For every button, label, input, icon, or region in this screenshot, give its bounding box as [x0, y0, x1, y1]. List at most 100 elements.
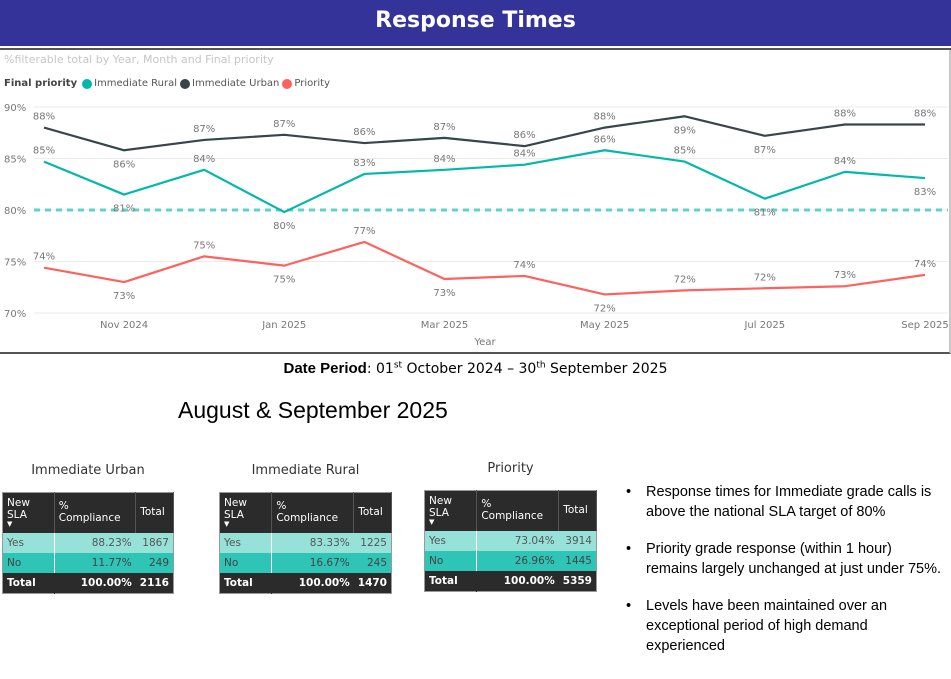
column-header-total[interactable]: Total: [353, 492, 392, 533]
series-layer: [43, 115, 926, 296]
data-label: 74%: [914, 259, 936, 270]
y-tick-label: 85%: [4, 155, 26, 166]
data-label: 89%: [674, 125, 696, 136]
data-label: 83%: [353, 158, 375, 169]
table-row: No 11.77% 249: [2, 553, 174, 573]
sort-down-icon[interactable]: ▼: [224, 520, 230, 528]
cell-total: 2116: [135, 573, 174, 594]
data-label-layer: 88% 86% 87% 87% 86% 87% 86% 88% 89% 87% 88% 88% 85% 8…: [33, 109, 936, 315]
table-row: Yes 83.33% 1225: [219, 533, 392, 553]
table-row: Yes 73.04% 3914: [424, 531, 597, 551]
chart-frame: [0, 50, 951, 354]
cell-total: 1867: [135, 533, 174, 553]
cell-sla: Yes: [219, 533, 273, 553]
data-label: 72%: [594, 303, 616, 314]
legend-dot-icon: [282, 78, 293, 89]
table-title: Immediate Rural: [251, 463, 360, 478]
x-tick-label: Nov 2024: [100, 320, 148, 331]
cell-compliance: 100.00%: [476, 571, 559, 592]
legend-dot-icon: [82, 78, 93, 89]
table-total-row: Total 100.00% 1470: [219, 573, 392, 594]
table-total-row: Total 100.00% 5359: [424, 571, 597, 592]
data-label: 85%: [33, 146, 55, 157]
data-label: 73%: [433, 288, 455, 299]
data-label: 85%: [674, 146, 696, 157]
line-chart: 88% 86% 87% 87% 86% 87% 86% 88% 89% 87% 88% 88% 85% 8…: [4, 103, 949, 348]
x-tick-label: Sep 2025: [901, 320, 948, 331]
cell-sla: Total: [219, 573, 273, 594]
cell-total: 245: [353, 553, 392, 573]
table-title: Priority: [487, 461, 534, 476]
cell-sla: Yes: [424, 531, 478, 551]
column-header-compliance[interactable]: % Compliance: [54, 492, 137, 533]
table-row: No 26.96% 1445: [424, 551, 597, 571]
x-axis-title: Year: [473, 337, 496, 348]
column-header-new-sla[interactable]: New SLA ▼: [219, 492, 273, 533]
page-title: Response Times: [375, 8, 576, 33]
data-label: 87%: [433, 122, 455, 133]
cell-total: 249: [135, 553, 174, 573]
cell-compliance: 88.23%: [54, 533, 136, 553]
data-label: 86%: [353, 127, 375, 138]
data-label: 80%: [273, 221, 295, 232]
x-tick-label: May 2025: [580, 320, 629, 331]
bullet-item: • Levels have been maintained over an exc…: [626, 596, 946, 656]
date-middle: October 2024 – 30: [406, 361, 537, 377]
table-header-row: New SLA ▼ % Compliance Total: [2, 492, 174, 533]
bullet-item: • Response times for Immediate grade call…: [626, 482, 946, 522]
series-line-immediate-rural: [43, 149, 926, 214]
cell-sla: No: [219, 553, 273, 573]
sort-down-icon[interactable]: ▼: [7, 520, 13, 528]
table-header-row: New SLA ▼ % Compliance Total: [219, 492, 392, 533]
data-label: 72%: [754, 272, 776, 283]
table-immediate-urban: Immediate Urban New SLA ▼ % Compliance To…: [2, 463, 174, 594]
bullet-text: Levels have been maintained over an exce…: [646, 598, 888, 654]
table-row: Yes 88.23% 1867: [2, 533, 174, 553]
legend-label: Immediate Rural: [94, 78, 178, 89]
cell-sla: Total: [424, 571, 478, 592]
legend-item-immediate-urban[interactable]: Immediate Urban: [180, 78, 279, 89]
column-header-new-sla[interactable]: New SLA ▼: [2, 492, 55, 533]
sort-down-icon[interactable]: ▼: [429, 518, 435, 526]
series-line-priority: [43, 240, 926, 296]
legend-label: Priority: [294, 78, 330, 89]
x-tick-label: Jul 2025: [743, 320, 785, 331]
column-header-total[interactable]: Total: [558, 490, 597, 531]
data-label: 86%: [594, 134, 616, 145]
header-label: New SLA: [224, 497, 247, 521]
column-header-total[interactable]: Total: [135, 492, 174, 533]
legend-dot-icon: [180, 78, 191, 89]
axis-layer: 70% 75% 80% 85% 90% Nov 2024 Jan 2025 Mar 2025 M…: [4, 103, 949, 348]
legend-item-priority[interactable]: Priority: [282, 78, 330, 89]
data-label: 87%: [754, 145, 776, 156]
bullet-text: Response times for Immediate grade calls…: [646, 484, 932, 520]
header-divider: [0, 48, 951, 50]
x-tick-label: Jan 2025: [261, 320, 306, 331]
data-label: 81%: [754, 208, 776, 219]
column-header-compliance[interactable]: % Compliance: [476, 490, 560, 531]
series-line-immediate-urban: [43, 115, 925, 152]
table-header-row: New SLA ▼ % Compliance Total: [424, 490, 597, 531]
data-label: 88%: [594, 112, 616, 123]
cell-sla: No: [424, 551, 478, 571]
data-label: 86%: [113, 159, 135, 170]
header-label: New SLA: [7, 497, 30, 521]
cell-compliance: 100.00%: [54, 573, 136, 594]
data-label: 84%: [513, 149, 535, 160]
data-label: 75%: [193, 240, 215, 251]
y-tick-label: 80%: [4, 206, 26, 217]
data-label: 88%: [834, 109, 856, 120]
column-header-new-sla[interactable]: New SLA ▼: [424, 490, 478, 531]
legend-label: Immediate Urban: [192, 78, 280, 89]
sla-table: New SLA ▼ % Compliance Total Yes 88.23% 1…: [2, 492, 174, 594]
data-label: 84%: [433, 154, 455, 165]
date-end: September 2025: [550, 361, 668, 377]
column-header-compliance[interactable]: % Compliance: [271, 492, 355, 533]
data-label: 88%: [914, 109, 936, 120]
cell-total: 1225: [353, 533, 392, 553]
cell-compliance: 73.04%: [476, 531, 559, 551]
cell-total: 3914: [558, 531, 597, 551]
cell-total: 1445: [558, 551, 597, 571]
legend-item-immediate-rural[interactable]: Immediate Rural: [82, 78, 177, 89]
data-label: 87%: [273, 119, 295, 130]
